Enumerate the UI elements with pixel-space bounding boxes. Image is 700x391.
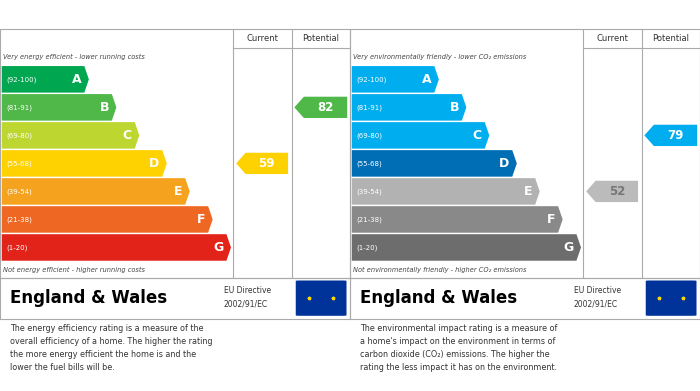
Text: Current: Current [596, 34, 628, 43]
Polygon shape [1, 66, 89, 93]
FancyBboxPatch shape [295, 280, 346, 316]
Polygon shape [1, 178, 190, 204]
Text: Environmental Impact (CO₂) Rating: Environmental Impact (CO₂) Rating [355, 8, 601, 21]
Polygon shape [587, 181, 638, 202]
Text: 82: 82 [317, 101, 334, 114]
Text: Potential: Potential [652, 34, 690, 43]
Text: D: D [149, 157, 160, 170]
Polygon shape [351, 66, 439, 93]
Text: A: A [72, 73, 81, 86]
Polygon shape [644, 125, 697, 146]
Text: E: E [524, 185, 533, 198]
Polygon shape [294, 97, 347, 118]
Text: (81-91): (81-91) [356, 104, 382, 111]
Text: G: G [564, 241, 574, 254]
Text: C: C [473, 129, 482, 142]
Text: Potential: Potential [302, 34, 340, 43]
Polygon shape [237, 153, 288, 174]
Text: C: C [122, 129, 132, 142]
Text: (55-68): (55-68) [356, 160, 382, 167]
Text: (69-80): (69-80) [6, 132, 32, 139]
Polygon shape [1, 150, 167, 177]
Text: 59: 59 [258, 157, 275, 170]
Text: (92-100): (92-100) [356, 76, 386, 83]
Polygon shape [351, 206, 563, 233]
FancyBboxPatch shape [645, 280, 696, 316]
Text: The environmental impact rating is a measure of
a home's impact on the environme: The environmental impact rating is a mea… [360, 325, 558, 372]
Polygon shape [351, 150, 517, 177]
Text: (1-20): (1-20) [6, 244, 27, 251]
Text: Very environmentally friendly - lower CO₂ emissions: Very environmentally friendly - lower CO… [353, 54, 526, 60]
Text: Not energy efficient - higher running costs: Not energy efficient - higher running co… [3, 267, 145, 273]
Text: G: G [214, 241, 224, 254]
Text: (69-80): (69-80) [356, 132, 382, 139]
Text: (92-100): (92-100) [6, 76, 36, 83]
Text: (39-54): (39-54) [6, 188, 32, 195]
Text: England & Wales: England & Wales [10, 289, 167, 307]
Text: B: B [449, 101, 459, 114]
Polygon shape [351, 94, 466, 120]
Text: EU Directive
2002/91/EC: EU Directive 2002/91/EC [224, 286, 271, 308]
Text: Very energy efficient - lower running costs: Very energy efficient - lower running co… [3, 54, 145, 60]
Text: The energy efficiency rating is a measure of the
overall efficiency of a home. T: The energy efficiency rating is a measur… [10, 325, 213, 372]
Polygon shape [1, 206, 213, 233]
Text: (21-38): (21-38) [356, 216, 382, 223]
Text: 52: 52 [608, 185, 625, 198]
Polygon shape [351, 178, 540, 204]
Text: (81-91): (81-91) [6, 104, 32, 111]
Text: (55-68): (55-68) [6, 160, 32, 167]
Text: F: F [547, 213, 555, 226]
Polygon shape [1, 122, 139, 149]
Text: (39-54): (39-54) [356, 188, 382, 195]
Text: (21-38): (21-38) [6, 216, 32, 223]
Text: (1-20): (1-20) [356, 244, 377, 251]
Polygon shape [351, 122, 489, 149]
Text: 79: 79 [667, 129, 684, 142]
Text: A: A [422, 73, 431, 86]
Text: B: B [99, 101, 109, 114]
Text: E: E [174, 185, 183, 198]
Polygon shape [1, 234, 231, 261]
Polygon shape [351, 234, 581, 261]
Text: F: F [197, 213, 205, 226]
Text: Current: Current [246, 34, 278, 43]
Polygon shape [1, 94, 116, 120]
Text: England & Wales: England & Wales [360, 289, 517, 307]
Text: D: D [499, 157, 510, 170]
Text: Energy Efficiency Rating: Energy Efficiency Rating [6, 8, 177, 21]
Text: Not environmentally friendly - higher CO₂ emissions: Not environmentally friendly - higher CO… [353, 267, 526, 273]
Text: EU Directive
2002/91/EC: EU Directive 2002/91/EC [574, 286, 621, 308]
